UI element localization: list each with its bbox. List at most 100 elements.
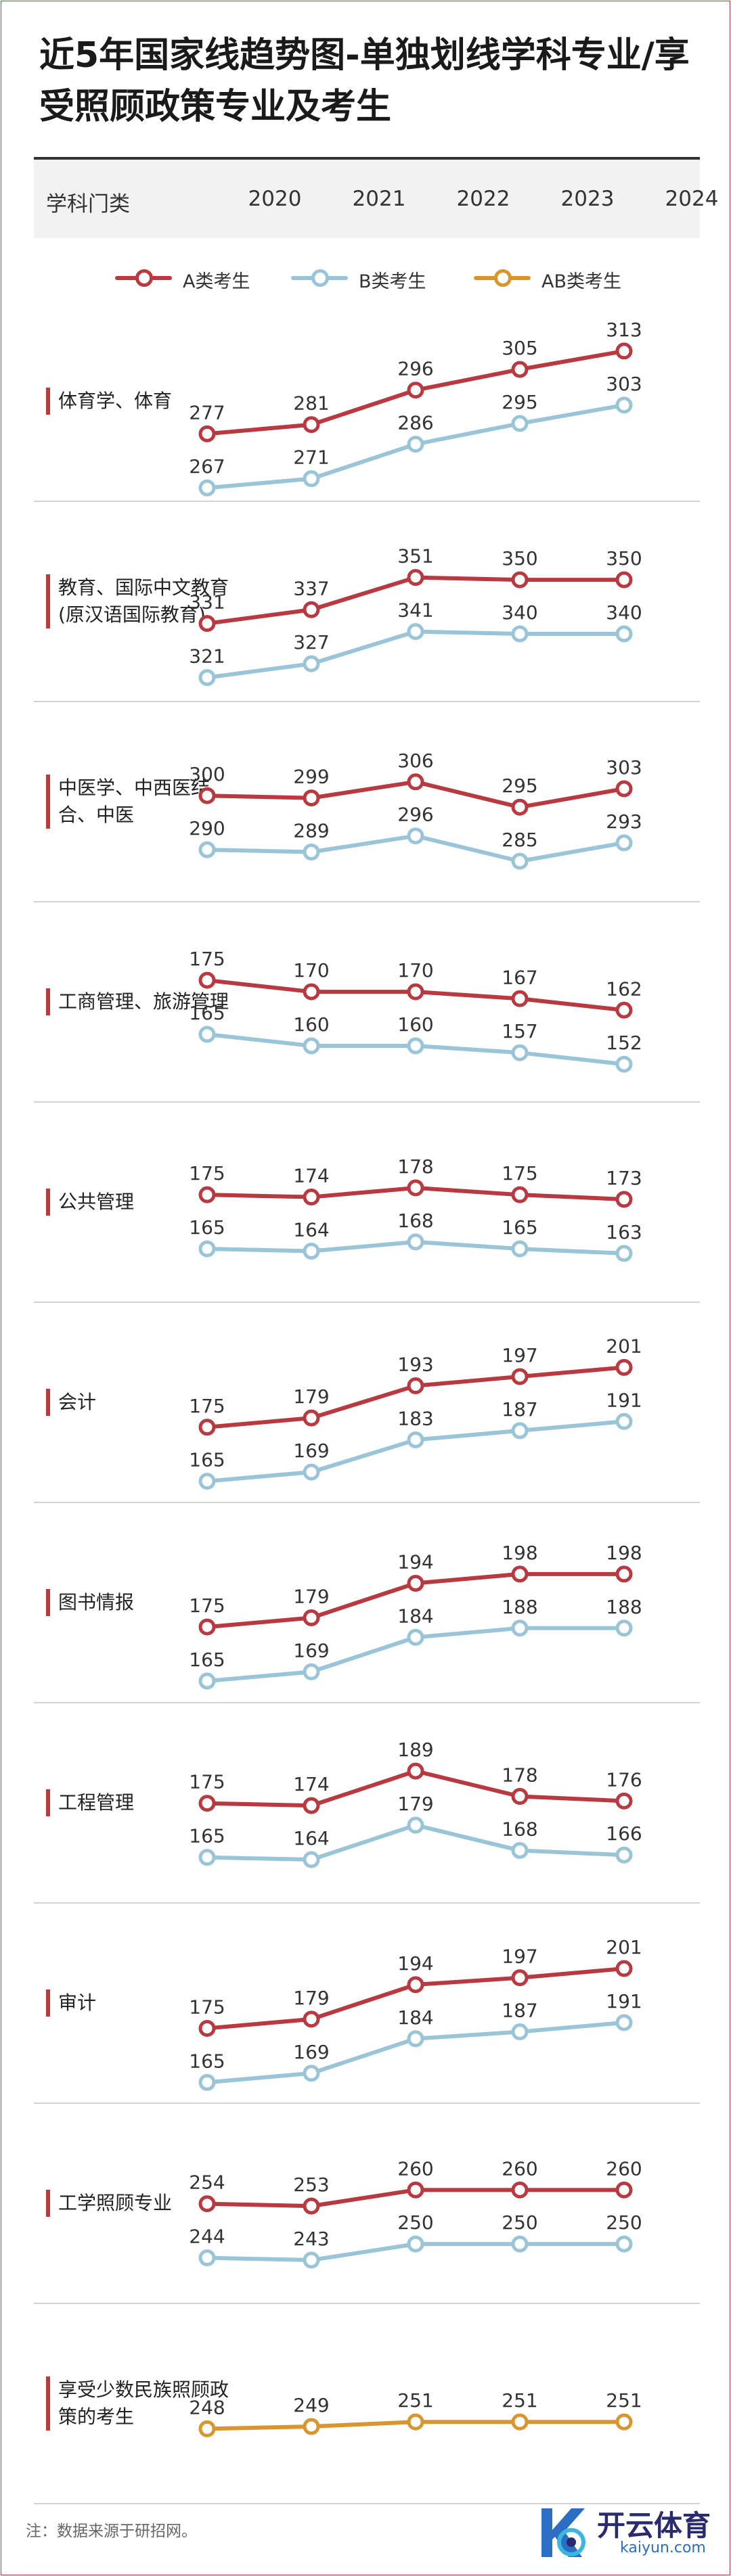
subject-label: 审计: [46, 1990, 242, 2017]
data-point: [511, 415, 529, 432]
legend-marker-b: [311, 269, 329, 287]
data-point: [511, 1240, 529, 1258]
section-5: 会计 175 179 193 197 201 165 169 183 187 191: [34, 1303, 700, 1503]
data-label: 295: [502, 391, 537, 413]
subject-chart: 175 179 193 197 201 165 169 183 187 191: [189, 1335, 642, 1490]
data-label: 163: [606, 1221, 642, 1243]
data-label: 250: [502, 2211, 537, 2234]
data-label: 179: [293, 1987, 329, 2009]
data-point: [407, 773, 424, 791]
data-point: [407, 983, 424, 1001]
data-label: 197: [502, 1344, 537, 1366]
section-8: 审计 175 179 194 197 201 165 169 184 187 191: [34, 1904, 700, 2104]
data-point: [407, 1377, 424, 1395]
chart-legend: A类考生 B类考生 AB类考生: [0, 257, 731, 298]
data-label: 299: [293, 766, 329, 788]
data-label: 277: [189, 401, 225, 423]
data-point: [615, 396, 633, 414]
data-point: [198, 1618, 216, 1636]
data-label: 152: [606, 1032, 642, 1054]
data-point: [303, 2197, 320, 2215]
data-label: 184: [397, 2006, 433, 2029]
data-label: 327: [293, 631, 329, 653]
data-label: 321: [189, 645, 225, 668]
data-label: 178: [397, 1155, 433, 1178]
data-point: [198, 1849, 216, 1866]
data-label: 189: [397, 1739, 433, 1761]
header-year-2024: 2024: [665, 187, 719, 211]
subject-chart: 248 249 251 251 251: [189, 2389, 642, 2437]
data-label: 197: [502, 1946, 537, 1968]
data-label: 188: [606, 1596, 642, 1618]
section-3: 工商管理、旅游管理 175 170 170 167 162 165 160 160 157 152: [34, 902, 700, 1103]
footnote: 注：数据来源于研招网。: [26, 2523, 197, 2540]
subject-label: 教育、国际中文教育(原汉语国际教育): [46, 574, 242, 628]
data-label: 248: [189, 2396, 225, 2418]
data-point: [303, 789, 320, 807]
data-label: 174: [293, 1165, 329, 1187]
data-point: [615, 1191, 633, 1208]
data-label: 341: [397, 599, 433, 622]
data-label: 267: [189, 455, 225, 478]
data-label: 306: [397, 750, 433, 772]
subject-label: 体育学、体育: [46, 388, 242, 415]
data-point: [615, 571, 633, 589]
data-point: [615, 1358, 633, 1376]
data-point: [615, 1960, 633, 1977]
data-point: [615, 1846, 633, 1864]
data-label: 160: [397, 1013, 433, 1036]
data-label: 164: [293, 1218, 329, 1241]
data-point: [407, 2235, 424, 2253]
data-point: [615, 834, 633, 852]
data-point: [198, 1672, 216, 1690]
brand-logo-domain: kaiyun.com: [620, 2539, 706, 2556]
data-label: 169: [293, 2041, 329, 2063]
data-point: [615, 780, 633, 798]
data-label: 201: [606, 1936, 642, 1958]
data-label: 296: [397, 358, 433, 380]
data-point: [407, 1762, 424, 1780]
data-label: 300: [189, 763, 225, 785]
data-label: 260: [502, 2157, 537, 2180]
data-label: 168: [397, 1210, 433, 1232]
header-year-2020: 2020: [248, 187, 302, 211]
data-label: 289: [293, 820, 329, 842]
data-point: [303, 1463, 320, 1481]
data-label: 305: [502, 337, 537, 359]
subject-label: 享受少数民族照顾政策的考生: [46, 2376, 242, 2431]
data-label: 183: [397, 1407, 433, 1429]
data-point: [198, 1473, 216, 1490]
data-point: [303, 416, 320, 434]
section-4: 公共管理 175 174 178 175 173 165 164 168 165 163: [34, 1103, 700, 1303]
data-point: [511, 1044, 529, 1061]
data-point: [511, 798, 529, 816]
data-point: [511, 852, 529, 870]
data-point: [511, 2413, 529, 2431]
data-label: 175: [189, 1771, 225, 1793]
data-label: 331: [189, 591, 225, 614]
subject-chart: 175 174 189 178 176 165 164 179 168 166: [189, 1739, 642, 1868]
data-label: 160: [293, 1013, 329, 1036]
data-point: [615, 2413, 633, 2431]
data-label: 250: [606, 2211, 642, 2234]
data-label: 174: [293, 1773, 329, 1795]
data-label: 350: [502, 547, 537, 570]
data-label: 251: [606, 2389, 642, 2412]
data-point: [511, 1969, 529, 1987]
legend-marker-ab: [494, 269, 512, 287]
data-label: 254: [189, 2171, 225, 2194]
data-point: [303, 2418, 320, 2435]
data-label: 179: [397, 1793, 433, 1815]
data-label: 295: [502, 775, 537, 797]
data-label: 165: [189, 1649, 225, 1671]
data-label: 293: [606, 810, 642, 833]
data-label: 350: [606, 547, 642, 570]
data-point: [198, 2073, 216, 2091]
data-point: [303, 1851, 320, 1868]
data-point: [198, 615, 216, 632]
brand-logo-icon: [541, 2508, 585, 2557]
data-point: [407, 1431, 424, 1448]
data-label: 188: [502, 1596, 537, 1618]
data-point: [303, 1242, 320, 1260]
subject-label: 工商管理、旅游管理: [46, 988, 242, 1015]
